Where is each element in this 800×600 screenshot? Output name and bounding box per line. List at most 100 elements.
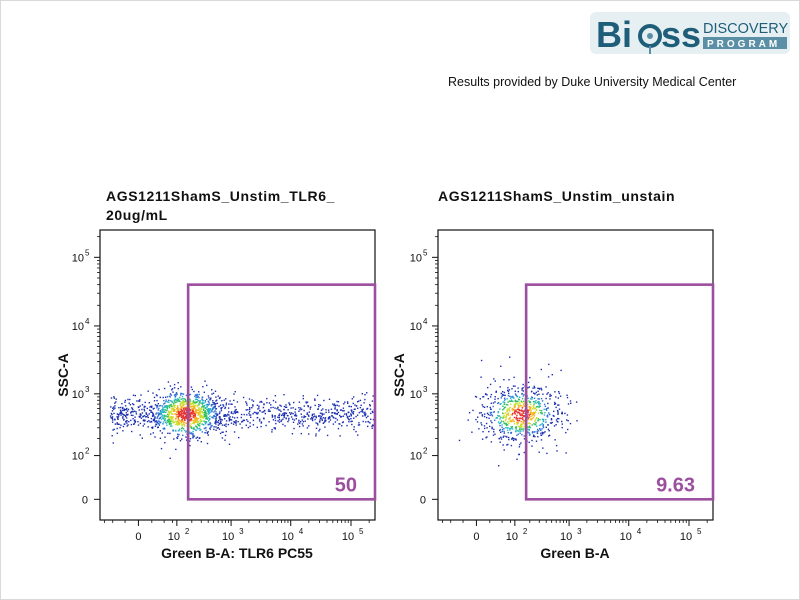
p2-event-dot xyxy=(529,426,531,429)
p1-event-dot xyxy=(350,413,352,415)
p1-event-dot xyxy=(184,413,186,415)
p2-event-dot xyxy=(530,409,532,411)
p1-event-dot xyxy=(366,392,368,394)
p1-event-dot xyxy=(361,410,364,412)
p2-event-dot xyxy=(566,396,569,399)
p2-event-dot xyxy=(501,424,503,426)
p1-event-dot xyxy=(192,410,194,413)
p2-event-dot xyxy=(518,446,521,448)
p2-event-dot xyxy=(506,410,508,412)
p1-event-dot xyxy=(235,422,237,424)
p1-event-dot xyxy=(334,408,336,410)
p1-event-dot xyxy=(203,405,205,408)
p1-event-dot xyxy=(366,408,368,410)
p1-event-dot xyxy=(252,400,255,402)
p1-event-dot xyxy=(321,413,323,415)
p1-event-dot xyxy=(175,423,177,426)
p1-x-tick-exponent: 4 xyxy=(299,527,304,536)
p2-event-dot xyxy=(543,414,546,416)
p2-event-dot xyxy=(472,409,474,412)
p1-event-dot xyxy=(189,403,192,405)
p2-event-dot xyxy=(516,423,518,425)
p1-event-dot xyxy=(124,405,127,407)
p2-event-dot xyxy=(521,407,523,409)
p1-event-dot xyxy=(180,421,182,424)
p1-event-dot xyxy=(211,393,213,395)
p1-event-dot xyxy=(174,401,177,404)
p1-event-dot xyxy=(262,406,265,409)
p1-event-dot xyxy=(122,430,124,432)
p1-event-dot xyxy=(315,415,317,418)
p1-event-dot xyxy=(224,415,227,417)
p1-event-dot xyxy=(156,420,158,422)
p2-event-dot xyxy=(527,418,529,421)
p1-event-dot xyxy=(109,415,112,417)
p1-event-dot xyxy=(178,419,180,421)
p1-event-dot xyxy=(117,415,120,417)
p1-event-dot xyxy=(126,414,129,416)
p1-event-dot xyxy=(223,414,225,416)
p2-event-dot xyxy=(504,422,506,425)
p1-event-dot xyxy=(245,424,247,426)
p1-event-dot xyxy=(182,421,184,423)
p1-event-dot xyxy=(293,427,295,430)
p1-event-dot xyxy=(173,399,175,401)
p1-event-dot xyxy=(189,409,191,411)
p2-event-dot xyxy=(528,406,530,408)
p1-event-dot xyxy=(205,407,207,409)
p1-event-dot xyxy=(351,423,353,426)
p2-event-dot xyxy=(517,390,519,393)
p2-event-dot xyxy=(567,420,569,422)
p2-event-dot xyxy=(503,406,506,409)
p1-event-dot xyxy=(199,419,201,422)
p1-event-dot xyxy=(195,417,198,419)
p1-event-dot xyxy=(120,424,122,426)
p1-event-dot xyxy=(168,416,170,418)
p2-event-dot xyxy=(540,368,542,371)
p1-event-dot xyxy=(215,403,217,405)
p1-event-dot xyxy=(215,415,217,418)
p1-event-dot xyxy=(355,405,358,407)
p1-event-dot xyxy=(161,415,163,417)
p1-event-dot xyxy=(182,407,185,410)
p1-event-dot xyxy=(248,414,251,416)
p2-event-dot xyxy=(513,408,516,411)
p1-event-dot xyxy=(152,408,154,410)
p2-event-dot xyxy=(521,409,523,411)
p1-event-dot xyxy=(182,416,184,418)
p1-event-dot xyxy=(228,417,230,419)
p1-event-dot xyxy=(174,395,177,398)
p1-event-dot xyxy=(172,407,174,409)
p2-event-dot xyxy=(551,421,553,424)
p1-event-dot xyxy=(111,435,113,437)
p1-event-dot xyxy=(180,410,182,413)
p2-x-tick-label: 10 xyxy=(560,531,572,543)
p1-event-dot xyxy=(209,422,211,424)
p1-event-dot xyxy=(183,406,186,409)
p2-event-dot xyxy=(557,421,559,423)
p2-event-dot xyxy=(480,412,482,414)
p1-event-dot xyxy=(332,416,334,418)
p2-event-dot xyxy=(507,389,509,392)
p2-event-dot xyxy=(514,427,517,429)
p1-event-dot xyxy=(116,427,118,430)
p2-event-dot xyxy=(516,408,519,410)
p2-event-dot xyxy=(507,394,510,397)
p2-event-dot xyxy=(534,420,536,422)
p1-event-dot xyxy=(161,414,163,416)
p1-event-dot xyxy=(177,399,180,401)
p1-event-dot xyxy=(352,402,354,405)
p2-event-dot xyxy=(515,402,518,405)
p2-event-dot xyxy=(511,388,513,390)
p1-event-dot xyxy=(123,409,125,411)
p2-event-dot xyxy=(537,402,540,405)
p1-event-dot xyxy=(305,401,307,403)
p1-event-dot xyxy=(165,399,167,401)
p1-event-dot xyxy=(118,413,120,416)
p2-event-dot xyxy=(497,402,500,404)
p1-event-dot xyxy=(302,395,304,397)
p1-event-dot xyxy=(167,381,170,383)
p2-event-dot xyxy=(535,418,537,420)
p2-event-dot xyxy=(499,408,501,410)
p1-event-dot xyxy=(145,412,147,414)
